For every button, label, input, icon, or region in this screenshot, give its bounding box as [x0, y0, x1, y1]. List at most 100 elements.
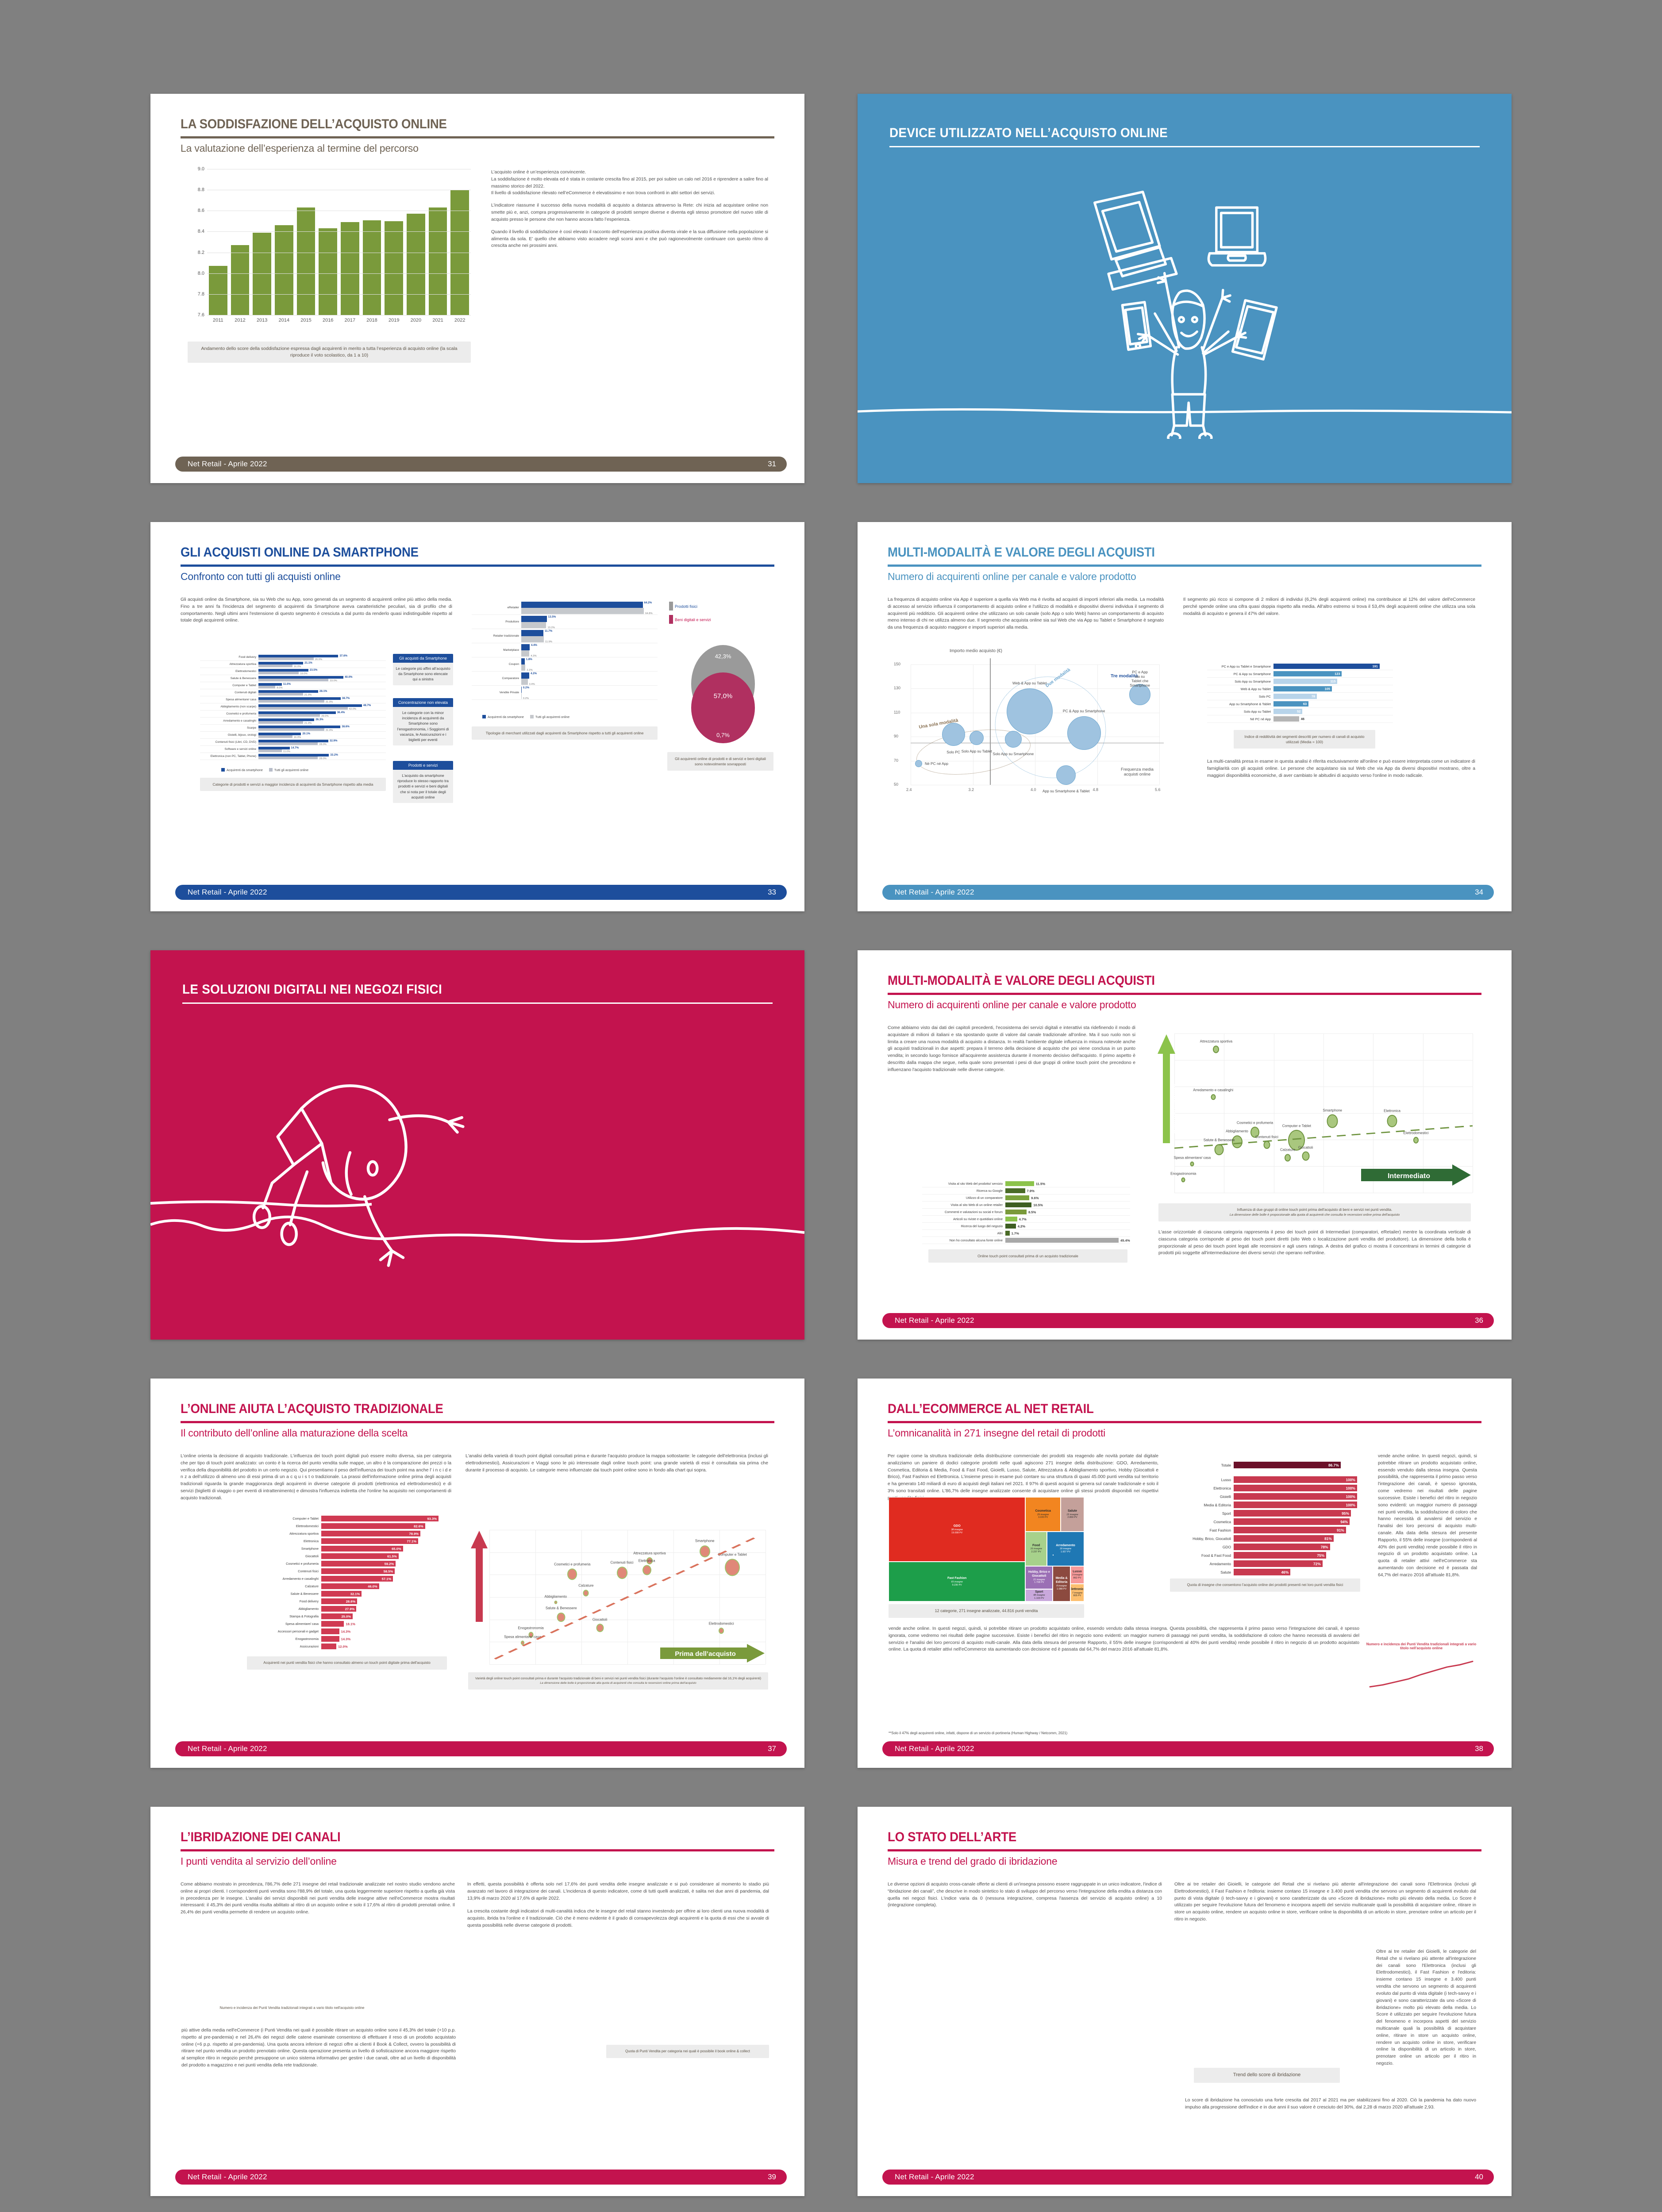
- ground-line-icon: [858, 408, 1512, 414]
- page-number: 34: [1475, 888, 1483, 896]
- bar-track: 33.2% 28.0%: [258, 753, 386, 760]
- body-text: Gli acquisti online da Smartphone, sia s…: [181, 596, 452, 624]
- body-text: più attive della media nell'eCommerce (i…: [181, 2027, 456, 2069]
- bar: [209, 266, 227, 315]
- bar-row: Gioielli 100%: [1167, 1492, 1362, 1501]
- bar: [1273, 709, 1303, 714]
- bar: [1005, 1195, 1030, 1200]
- bar-row: Solo PC 78: [1207, 693, 1393, 700]
- bar-value: 18.1%: [346, 1622, 355, 1626]
- bar-track: 100%: [1234, 1492, 1362, 1501]
- bar-label: Food & Fast Food: [1201, 1553, 1231, 1558]
- bar-value: 27.9%: [345, 1607, 355, 1611]
- node-label: Media & Editoria: [1055, 1577, 1068, 1584]
- bar-row: Visita al sito Web di un online retailer…: [922, 1202, 1130, 1209]
- bar-value: 48.7%: [363, 703, 371, 707]
- mean-hline: [911, 742, 1164, 744]
- bar-row: Calzature 46.0%: [247, 1582, 447, 1590]
- bar-value: 123: [1335, 672, 1340, 676]
- bar-label: Calzature: [305, 1584, 319, 1588]
- node-insegne: 15 insegne: [1066, 1513, 1078, 1516]
- chart-caption: Gli acquirenti online di prodotti e di s…: [667, 752, 773, 771]
- bar: [1234, 1462, 1341, 1468]
- bar-track: 191: [1273, 663, 1393, 670]
- caption-line-1: Influenza di due gruppi di online touch …: [1237, 1208, 1393, 1212]
- bar-label: Spesa alimentare/ casa: [285, 1622, 319, 1626]
- bar-label: Abbigliamento: [298, 1607, 319, 1611]
- bar: [321, 1636, 339, 1642]
- bar-value-secondary: 21.0%: [304, 693, 312, 696]
- bar-track: 46%: [1234, 1568, 1362, 1576]
- bar-row: Arredamento 72%: [1167, 1559, 1362, 1568]
- bar-track: 46: [1273, 715, 1393, 722]
- svg-text:Durante l’acquisto: Durante l’acquisto: [481, 1566, 489, 1620]
- bar-label: PC & App su Smartphone: [1233, 672, 1271, 676]
- bubble-label: Calzature: [578, 1583, 594, 1588]
- bubble-label: Abbigliamento: [544, 1594, 567, 1599]
- bar-track: 13.5% 13.2%: [521, 615, 658, 629]
- bubble: [970, 730, 984, 745]
- node-pv: 1.708 PV: [1034, 1581, 1044, 1584]
- bar-value-secondary: 8.0%: [277, 686, 283, 689]
- sidebox-title: Concentrazione non elevata: [393, 698, 453, 707]
- bar-value-secondary: 4.3%: [531, 654, 537, 657]
- bar-track: 38.6% 31.0%: [258, 725, 386, 732]
- bar-secondary: [258, 714, 320, 717]
- paragraph: Oltre ai tre retailer dei Gioielli, le c…: [1174, 1882, 1476, 1922]
- x-axis: 2011 2012 2013 2014 2015 2016 2017 2018 2019 2020…: [207, 318, 471, 323]
- bar-value: 23.5%: [309, 668, 318, 672]
- bar-value: 37.6%: [339, 654, 348, 657]
- bar-track: 4.4% 4.3%: [521, 643, 658, 657]
- bar-row: Produttore 13.5% 13.2%: [472, 615, 658, 629]
- page-number: 37: [768, 1744, 776, 1753]
- bar-secondary: [521, 650, 530, 657]
- title-rule: [181, 136, 774, 138]
- bubble: [567, 1568, 577, 1580]
- bar-label: Hobby, Brico, Giocattoli: [1193, 1536, 1231, 1541]
- bar-value: 100%: [1346, 1494, 1355, 1499]
- bar-track: 40.0% 33.0%: [258, 675, 386, 682]
- bar-track: 26.3% 21.0%: [258, 718, 386, 725]
- bubble: [1285, 1154, 1291, 1162]
- plot-area: Cosmetici e profumeria Contenuti fisici At…: [489, 1530, 766, 1665]
- bar-row: Ricerca del luogo del negozio 4.2%: [922, 1223, 1130, 1230]
- bubble-label: Spesa alimentare/ casa: [1173, 1156, 1211, 1160]
- bar-row: Media & Editoria 100%: [1167, 1501, 1362, 1509]
- bar: [1005, 1210, 1027, 1214]
- paragraph: Il livello di soddisfazione rilevato nel…: [491, 191, 715, 196]
- body-text: La multi-canalità presa in esame in ques…: [1207, 758, 1475, 779]
- bar-value: 91%: [1336, 1528, 1344, 1532]
- bar-value: 4.7%: [1019, 1217, 1027, 1221]
- bar-row: Articoli su riviste e quotidiani online 4…: [922, 1216, 1130, 1223]
- bar-label: Contenuti digitali: [235, 691, 256, 694]
- trend-title: Numero e incidenza dei Punti Vendita tra…: [1366, 1642, 1477, 1650]
- bar-row: Scarpe 38.6% 31.0%: [200, 725, 386, 732]
- bar-row: Coupon 1.8% 2.2%: [472, 657, 658, 672]
- bar-track: 81%: [1234, 1534, 1362, 1543]
- bar-value: 46%: [1281, 1570, 1289, 1575]
- bar-track: 115: [1273, 678, 1393, 685]
- bar-secondary: [521, 622, 546, 628]
- bar-label: Cosmetici e profumeria: [226, 712, 256, 715]
- bar: [321, 1538, 418, 1544]
- bar: [1234, 1527, 1346, 1533]
- x-tick: 4.8: [1093, 787, 1099, 792]
- bar-value: 8.5%: [1028, 1210, 1036, 1214]
- node-insegne: 18 insegne: [1059, 1548, 1072, 1551]
- bar-label: Né PC né App: [1250, 717, 1271, 721]
- x-tick: 2011: [213, 318, 223, 323]
- mean-vline: [990, 658, 991, 785]
- bar-label: Comparatore: [502, 677, 519, 680]
- bar-value-secondary: 33.0%: [330, 679, 337, 682]
- bar: [1273, 671, 1342, 676]
- node-label: Hobby, Brico e Giocattoli: [1028, 1571, 1050, 1578]
- bubble-label: Salute & Benessere: [1203, 1138, 1235, 1142]
- multimodality-scatter: Importo medio acquisto (€) Una sola moda…: [892, 649, 1164, 801]
- bubble: [554, 1601, 558, 1605]
- touchpoint-bars: Visita al sito Web del prodotto/ servizi…: [922, 1180, 1130, 1244]
- plot-area: [207, 169, 471, 315]
- body-text: Le diverse opzioni di acquisto cross-can…: [888, 1881, 1162, 1909]
- paragraph: L’indicatore riassume il successo della …: [491, 203, 768, 222]
- title-rule: [181, 565, 774, 567]
- svg-text:0,7%: 0,7%: [716, 732, 730, 738]
